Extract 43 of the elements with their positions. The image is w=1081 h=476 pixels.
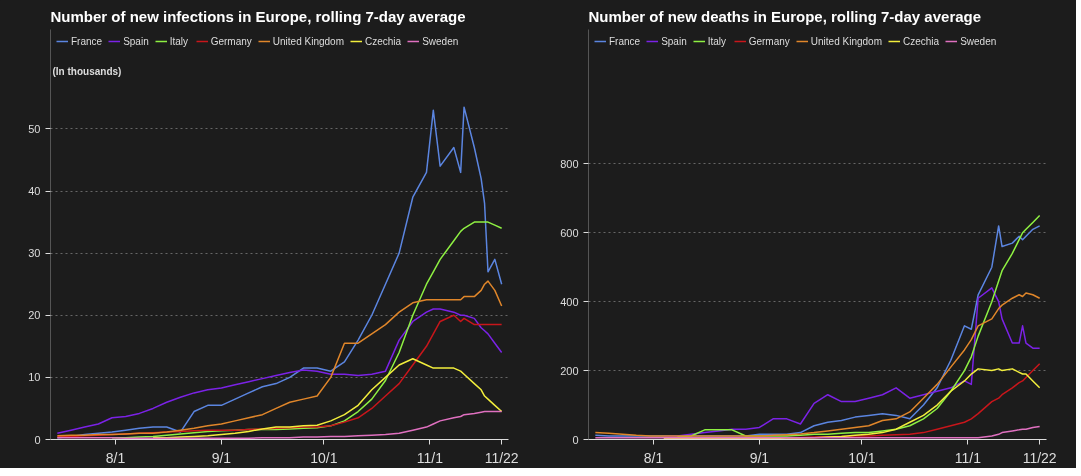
y-tick-label: 600 [560,226,579,239]
y-tick-label: 20 [28,309,41,322]
line-series [56,410,503,440]
x-tick-label: 11/1 [416,449,444,466]
y-tick-label: 0 [572,433,579,446]
x-tick-label: 10/1 [848,449,876,466]
legend-label: Germany [210,35,252,47]
legend-label: Czechia [364,35,402,47]
legend-label: Spain [123,35,149,47]
legend-label: United Kingdom [810,35,882,47]
y-tick-label: 10 [28,371,41,384]
legend-label: France [71,35,103,47]
x-tick-label: 9/1 [749,449,770,466]
line-series [594,292,1041,437]
legend-label: Sweden [422,35,459,47]
legend-label: Italy [707,35,728,47]
legend-label: Czechia [902,35,940,47]
legend-label: Italy [169,35,190,47]
x-tick-label: 11/22 [1022,449,1057,466]
line-series [56,280,503,437]
legend-label: United Kingdom [272,35,344,47]
legend-label: Germany [748,35,790,47]
x-tick-label: 10/1 [310,449,338,466]
y-tick-label: 200 [560,364,579,377]
y-tick-label: 40 [28,185,41,198]
y-tick-label: 400 [560,295,579,308]
line-series [152,357,503,439]
y-axis-title: (In thousands) [52,65,122,77]
legend-label: Spain [661,35,687,47]
line-series [594,425,1041,439]
x-tick-label: 8/1 [105,449,126,466]
x-tick-label: 8/1 [643,449,664,466]
y-tick-label: 800 [560,157,579,170]
legend-label: France [609,35,641,47]
y-tick-label: 0 [34,433,41,446]
chart-title: Number of new deaths in Europe, rolling 7-day average [588,7,982,25]
x-tick-label: 11/22 [484,449,519,466]
legend-label: Sweden [960,35,997,47]
y-tick-label: 50 [28,122,41,135]
x-tick-label: 11/1 [954,449,982,466]
chart-title: Number of new infections in Europe, rolling 7-day average [50,7,466,25]
x-tick-label: 9/1 [211,449,232,466]
y-tick-label: 30 [28,247,41,260]
